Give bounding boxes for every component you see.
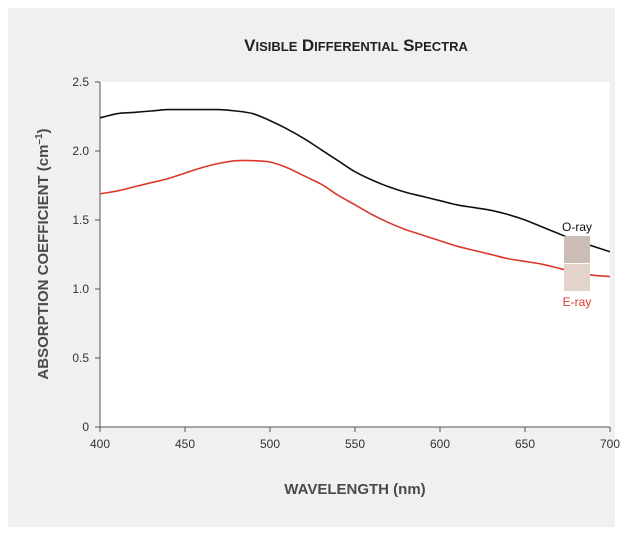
y-tick-label: 1.5 [72,213,89,227]
y-axis-title-close: ) [35,128,52,133]
series-group [99,108,611,278]
plot-area [100,82,610,427]
x-tick-label: 400 [90,437,110,451]
x-tick-label: 450 [175,437,195,451]
y-tick-label: 2.5 [72,75,89,89]
y-tick-label: 1.0 [72,282,89,296]
y-axis-title-main: ABSORPTION COEFFICIENT (cm [35,145,52,380]
o-ray-label: O-ray [562,220,592,234]
legend-group: O-ray E-ray [562,220,592,309]
e-ray-line [99,159,611,278]
chart-title: VISIBLE DIFFERENTIAL SPECTRA [244,36,468,55]
y-tick-label: 0 [82,420,89,434]
x-tick-label: 500 [260,437,280,451]
e-ray-label: E-ray [563,295,592,309]
x-tick-label: 600 [430,437,450,451]
y-axis-title-sup: –1 [34,133,45,145]
o-ray-line [99,108,611,253]
y-tick-label: 0.5 [72,351,89,365]
tick-group: 400 450 500 550 600 650 700 0 0.5 1.0 1.5 2.0 2.5 [72,75,620,451]
x-tick-label: 700 [600,437,620,451]
e-ray-swatch [564,264,590,291]
y-tick-label: 2.0 [72,144,89,158]
x-tick-label: 650 [515,437,535,451]
x-axis-title: WAVELENGTH (nm) [284,481,425,498]
x-tick-label: 550 [345,437,365,451]
o-ray-swatch [564,236,590,263]
y-axis-title: ABSORPTION COEFFICIENT (cm–1) [34,128,52,379]
